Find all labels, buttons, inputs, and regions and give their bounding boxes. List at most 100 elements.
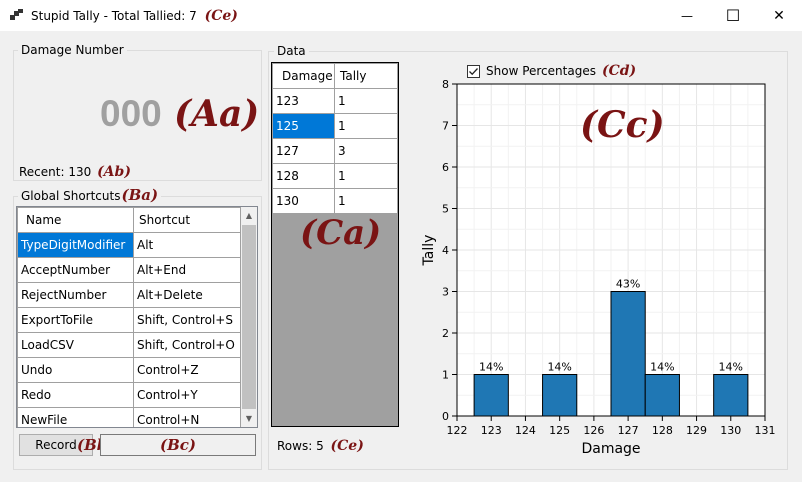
chart-y-tick-label: 3 (442, 286, 449, 299)
shortcut-keys[interactable]: Control+Z (133, 357, 241, 383)
title-bar[interactable]: Stupid Tally - Total Tallied: 7 (Ce) — ☐… (0, 0, 802, 31)
maximize-button[interactable]: ☐ (710, 0, 756, 31)
data-row[interactable]: 123 1 (272, 88, 398, 114)
chart-annotation: (Cc) (580, 104, 665, 146)
shortcut-keys[interactable]: Alt (133, 232, 241, 258)
record-button-label: Record (35, 438, 77, 452)
chart-x-axis-label: Damage (581, 441, 640, 457)
data-row[interactable]: 127 3 (272, 138, 398, 164)
data-tally[interactable]: 1 (334, 88, 398, 114)
chart-bar-label: 14% (547, 361, 571, 374)
data-table: Damage Tally 123 1 125 1 127 3 128 1 130 1 (272, 63, 398, 214)
shortcut-row[interactable]: TypeDigitModifier Alt (17, 232, 241, 258)
chart-bar (713, 374, 749, 417)
chart-x-tick-label: 128 (652, 424, 673, 437)
shortcuts-col-shortcut[interactable]: Shortcut (133, 207, 241, 233)
record-button[interactable]: Record (19, 434, 93, 456)
shortcut-row[interactable]: ExportToFile Shift, Control+S (17, 307, 241, 333)
chart-y-tick-label: 7 (442, 120, 449, 133)
chart-x-tick-label: 130 (720, 424, 741, 437)
shortcut-name[interactable]: AcceptNumber (17, 257, 134, 283)
chart-y-tick-label: 2 (442, 327, 449, 340)
shortcut-row[interactable]: Redo Control+Y (17, 382, 241, 408)
shortcut-row[interactable]: NewFile Control+N (17, 407, 241, 427)
rows-count-label: Rows: 5 (Ce) (277, 438, 364, 454)
shortcut-key-field[interactable]: (Bc) (100, 434, 256, 456)
recent-annotation: (Ab) (97, 164, 131, 180)
data-col-damage[interactable]: Damage (272, 63, 335, 89)
shortcut-name[interactable]: NewFile (17, 407, 134, 427)
title-annotation: (Ce) (204, 8, 238, 24)
shortcut-name[interactable]: Redo (17, 382, 134, 408)
shortcut-row[interactable]: AcceptNumber Alt+End (17, 257, 241, 283)
chart-x-tick-label: 122 (447, 424, 468, 437)
global-shortcuts-group-label: Global Shortcuts(Ba) (18, 186, 162, 204)
shortcut-key-field-annotation: (Bc) (159, 436, 196, 454)
close-button[interactable]: ✕ (756, 0, 802, 31)
chart-bar (610, 291, 646, 417)
shortcut-name[interactable]: TypeDigitModifier (17, 232, 134, 258)
chart-bar (644, 374, 680, 417)
global-shortcuts-label-text: Global Shortcuts (21, 189, 121, 203)
shortcut-keys[interactable]: Shift, Control+S (133, 307, 241, 333)
damage-number-group (13, 50, 262, 181)
shortcut-keys[interactable]: Control+Y (133, 382, 241, 408)
recent-label: Recent: 130 (Ab) (19, 164, 131, 180)
shortcuts-scrollbar[interactable]: ▲ ▼ (241, 207, 257, 427)
chart-bar-label: 14% (719, 361, 743, 374)
shortcut-row[interactable]: Undo Control+Z (17, 357, 241, 383)
data-row[interactable]: 125 1 (272, 113, 398, 139)
data-damage[interactable]: 125 (272, 113, 335, 139)
data-row[interactable]: 128 1 (272, 163, 398, 189)
scrollbar-thumb[interactable] (242, 225, 256, 409)
data-tally[interactable]: 1 (334, 188, 398, 214)
chart-y-tick-label: 8 (442, 78, 449, 91)
show-percentages-checkbox[interactable]: Show Percentages (Cd) (467, 63, 636, 79)
shortcuts-header-row: Name Shortcut (17, 207, 241, 233)
show-percentages-annotation: (Cd) (601, 63, 637, 79)
chart-x-tick-label: 123 (481, 424, 502, 437)
shortcut-keys[interactable]: Shift, Control+O (133, 332, 241, 358)
chart-y-tick-label: 0 (442, 410, 449, 423)
shortcut-name[interactable]: LoadCSV (17, 332, 134, 358)
maximize-icon: ☐ (725, 6, 741, 25)
data-tally[interactable]: 1 (334, 113, 398, 139)
rows-count-text: Rows: 5 (277, 439, 324, 453)
data-grid-annotation: (Ca) (300, 213, 382, 253)
data-grid[interactable]: Damage Tally 123 1 125 1 127 3 128 1 130 1 (C… (271, 62, 399, 427)
shortcuts-grid[interactable]: Name Shortcut TypeDigitModifier Alt Accep… (16, 206, 258, 428)
shortcut-name[interactable]: ExportToFile (17, 307, 134, 333)
tally-chart: 14% 14%43%14% 14% 122 123 124 125 126 127 128 129… (421, 78, 776, 457)
shortcut-name[interactable]: RejectNumber (17, 282, 134, 308)
data-damage[interactable]: 123 (272, 88, 335, 114)
shortcut-keys[interactable]: Control+N (133, 407, 241, 427)
data-damage[interactable]: 127 (272, 138, 335, 164)
shortcut-keys[interactable]: Alt+Delete (133, 282, 241, 308)
checkbox-checked-icon[interactable] (467, 64, 480, 78)
data-row[interactable]: 130 1 (272, 188, 398, 214)
shortcut-row[interactable]: RejectNumber Alt+Delete (17, 282, 241, 308)
shortcuts-col-name[interactable]: Name (17, 207, 134, 233)
data-col-tally[interactable]: Tally (334, 63, 398, 89)
data-damage[interactable]: 128 (272, 163, 335, 189)
scroll-up-arrow-icon[interactable]: ▲ (245, 211, 253, 220)
window-title: Stupid Tally - Total Tallied: 7 (Ce) (31, 8, 238, 24)
chart-bar-label: 43% (616, 278, 640, 291)
chart-bar-label: 14% (479, 361, 503, 374)
window-title-text: Stupid Tally - Total Tallied: 7 (31, 9, 197, 23)
data-damage[interactable]: 130 (272, 188, 335, 214)
chart-x-tick-label: 126 (583, 424, 604, 437)
data-tally[interactable]: 3 (334, 138, 398, 164)
chart-x-tick-label: 127 (618, 424, 639, 437)
shortcut-name[interactable]: Undo (17, 357, 134, 383)
minimize-button[interactable]: — (664, 0, 710, 31)
chart-bar-label: 14% (650, 361, 674, 374)
shortcut-keys[interactable]: Alt+End (133, 257, 241, 283)
scroll-down-arrow-icon[interactable]: ▼ (245, 414, 253, 423)
data-tally[interactable]: 1 (334, 163, 398, 189)
app-icon (10, 9, 23, 20)
minimize-icon: — (681, 8, 693, 23)
chart-y-tick-label: 5 (442, 203, 449, 216)
shortcut-row[interactable]: LoadCSV Shift, Control+O (17, 332, 241, 358)
